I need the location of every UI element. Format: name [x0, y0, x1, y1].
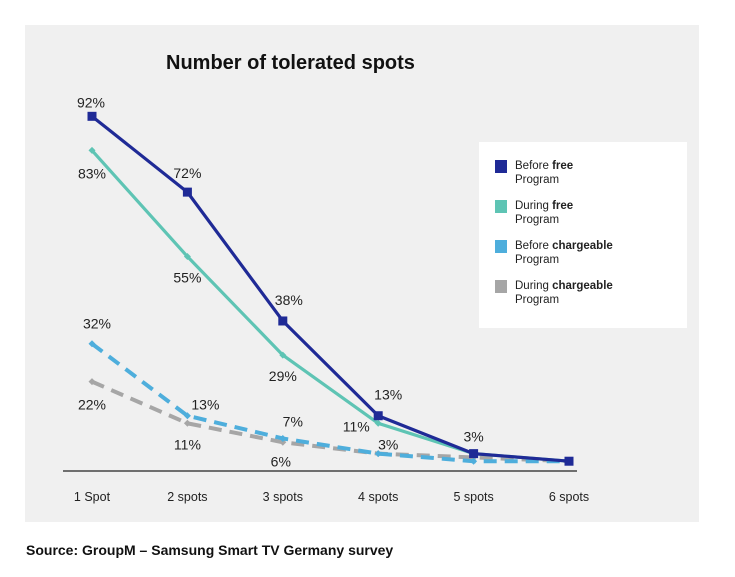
- legend-swatch: [495, 280, 507, 293]
- legend-label: During chargeable Program: [515, 280, 613, 306]
- data-label: 22%: [78, 397, 106, 413]
- data-point: [278, 316, 288, 326]
- data-point: [279, 351, 287, 359]
- legend: Before free Program During free Program Befo…: [479, 142, 687, 328]
- x-tick-labels: 1 Spot 2 spots 3 spots 4 spots 5 spots 6 spot…: [74, 490, 589, 504]
- legend-label: Before free Program: [515, 160, 574, 186]
- data-point: [183, 419, 191, 427]
- legend-item: Before free Program: [495, 159, 573, 187]
- legend-item: During chargeable Program: [495, 279, 613, 307]
- data-point: [183, 253, 191, 261]
- data-label: 11%: [343, 418, 370, 434]
- data-point: [87, 111, 97, 121]
- source-note: Source: GroupM – Samsung Smart TV German…: [26, 542, 394, 558]
- data-label: 55%: [173, 270, 201, 286]
- data-point: [374, 419, 382, 427]
- series-1: [87, 111, 574, 466]
- data-label: 13%: [374, 387, 402, 403]
- legend-swatch: [495, 200, 507, 213]
- data-point: [469, 449, 479, 459]
- data-point: [373, 411, 383, 421]
- series-line: [90, 342, 569, 464]
- x-tick-label: 6 spots: [549, 490, 589, 504]
- data-point: [88, 340, 96, 348]
- series-layer: [87, 111, 574, 466]
- data-labels: 92% 72% 38% 13% 3% 83% 55% 29% 11% 32% 13% 7% 22% 11%…: [77, 94, 484, 469]
- data-point: [88, 146, 96, 154]
- legend-item: Before chargeable Program: [495, 239, 613, 267]
- legend-item: During free Program: [495, 199, 573, 227]
- legend-label: Before chargeable Program: [515, 240, 613, 266]
- x-tick-label: 1 Spot: [74, 490, 111, 504]
- data-point: [183, 412, 191, 420]
- data-point: [470, 457, 478, 465]
- series-3: [88, 340, 573, 465]
- data-label: 7%: [283, 413, 303, 429]
- data-label: 3%: [463, 429, 483, 445]
- data-label: 11%: [174, 436, 201, 452]
- x-tick-label: 5 spots: [453, 490, 493, 504]
- data-label: 92%: [77, 94, 105, 110]
- data-point: [279, 434, 287, 442]
- chart-title: Number of tolerated spots: [166, 52, 415, 74]
- data-point: [374, 450, 382, 458]
- x-tick-label: 4 spots: [358, 490, 398, 504]
- legend-label: During free Program: [515, 200, 574, 226]
- x-tick-label: 3 spots: [263, 490, 303, 504]
- legend-swatch: [495, 160, 507, 173]
- data-label: 32%: [83, 316, 111, 332]
- data-label: 29%: [269, 368, 297, 384]
- legend-swatch: [495, 240, 507, 253]
- data-point: [564, 456, 574, 466]
- x-tick-label: 2 spots: [167, 490, 207, 504]
- data-label: 83%: [78, 165, 106, 181]
- series-line: [91, 115, 570, 463]
- data-label: 3%: [378, 437, 398, 453]
- series-line: [91, 379, 570, 464]
- data-label: 13%: [191, 397, 219, 413]
- data-label: 72%: [173, 165, 201, 181]
- data-point: [88, 378, 96, 386]
- data-label: 6%: [271, 453, 291, 469]
- data-label: 38%: [275, 292, 303, 308]
- data-point: [182, 187, 192, 197]
